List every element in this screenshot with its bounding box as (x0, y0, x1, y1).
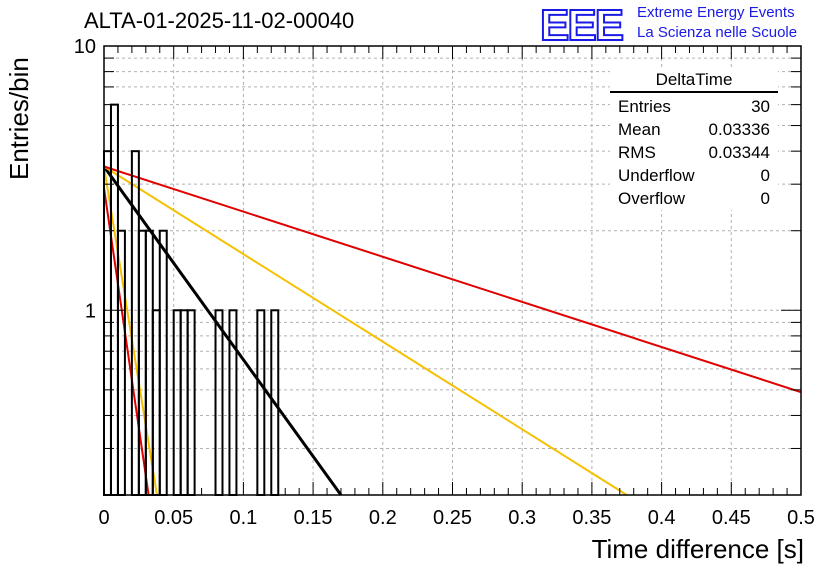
x-tick-label: 0.35 (572, 507, 611, 529)
x-tick-label: 0.4 (648, 507, 676, 529)
fit-line-yellow-steep (103, 166, 158, 496)
axis-ticks (103, 45, 802, 496)
x-tick-label: 0.5 (787, 507, 815, 529)
histogram-bar (158, 229, 168, 496)
histogram-bar (214, 309, 224, 496)
histogram-bar (151, 309, 161, 496)
y-tick-label: 1 (85, 300, 96, 322)
stats-label: RMS (618, 143, 656, 162)
stats-row-overflow: Overflow 0 (610, 187, 778, 210)
histogram-bar (144, 229, 154, 496)
histogram-bars (103, 103, 280, 497)
histogram-bar (109, 103, 119, 496)
logo-line-2: La Scienza nelle Scuole (637, 24, 798, 41)
stats-box: DeltaTime Entries 30 Mean 0.03336 RMS 0.… (610, 70, 778, 210)
x-tick-label: 0.2 (369, 507, 397, 529)
histogram-bar (256, 309, 266, 496)
fit-line-yellow-flat (103, 165, 628, 496)
eee-logo: EEE (540, 2, 626, 46)
stats-row-mean: Mean 0.03336 (610, 118, 778, 141)
fit-line-red-flat (103, 165, 802, 394)
stats-title: DeltaTime (610, 70, 778, 93)
logo-subtitle: Extreme Energy Events La Scienza nelle S… (637, 3, 797, 43)
stats-label: Overflow (618, 189, 686, 208)
chart-title: ALTA-01-2025-11-02-00040 (84, 8, 355, 33)
stats-row-rms: RMS 0.03344 (610, 141, 778, 164)
stats-value: 0 (760, 189, 770, 208)
stats-value: 0.03344 (708, 143, 770, 162)
histogram-bar (172, 309, 182, 496)
histogram-bar (179, 309, 189, 496)
stats-label: Entries (618, 97, 671, 116)
stats-label: Mean (618, 120, 661, 139)
eee-logo-text: EEE (540, 2, 623, 46)
stats-value: 0.03336 (708, 120, 770, 139)
x-tick-label: 0.1 (229, 507, 257, 529)
stats-value: 30 (751, 97, 770, 116)
x-tick-label: 0.15 (294, 507, 333, 529)
x-axis-label: Time difference [s] (591, 534, 804, 564)
histogram-bar (186, 309, 196, 496)
logo-line-1: Extreme Energy Events (637, 4, 795, 21)
stats-row-underflow: Underflow 0 (610, 164, 778, 187)
x-tick-label: 0.05 (154, 507, 193, 529)
y-tick-label: 10 (74, 36, 96, 58)
y-axis-label: Entries/bin (4, 57, 34, 180)
stats-value: 0 (760, 166, 770, 185)
histogram-bar (228, 309, 238, 496)
histogram-bar (130, 150, 140, 497)
x-tick-label: 0.45 (712, 507, 751, 529)
x-tick-label: 0 (98, 507, 109, 529)
stats-label: Underflow (618, 166, 695, 185)
x-tick-label: 0.25 (433, 507, 472, 529)
axis-tick-labels: 0 0.05 0.1 0.15 0.2 0.25 0.3 0.35 0.4 0.45 0.5 1 10 (74, 36, 815, 529)
stats-row-entries: Entries 30 (610, 95, 778, 118)
x-tick-label: 0.3 (508, 507, 536, 529)
